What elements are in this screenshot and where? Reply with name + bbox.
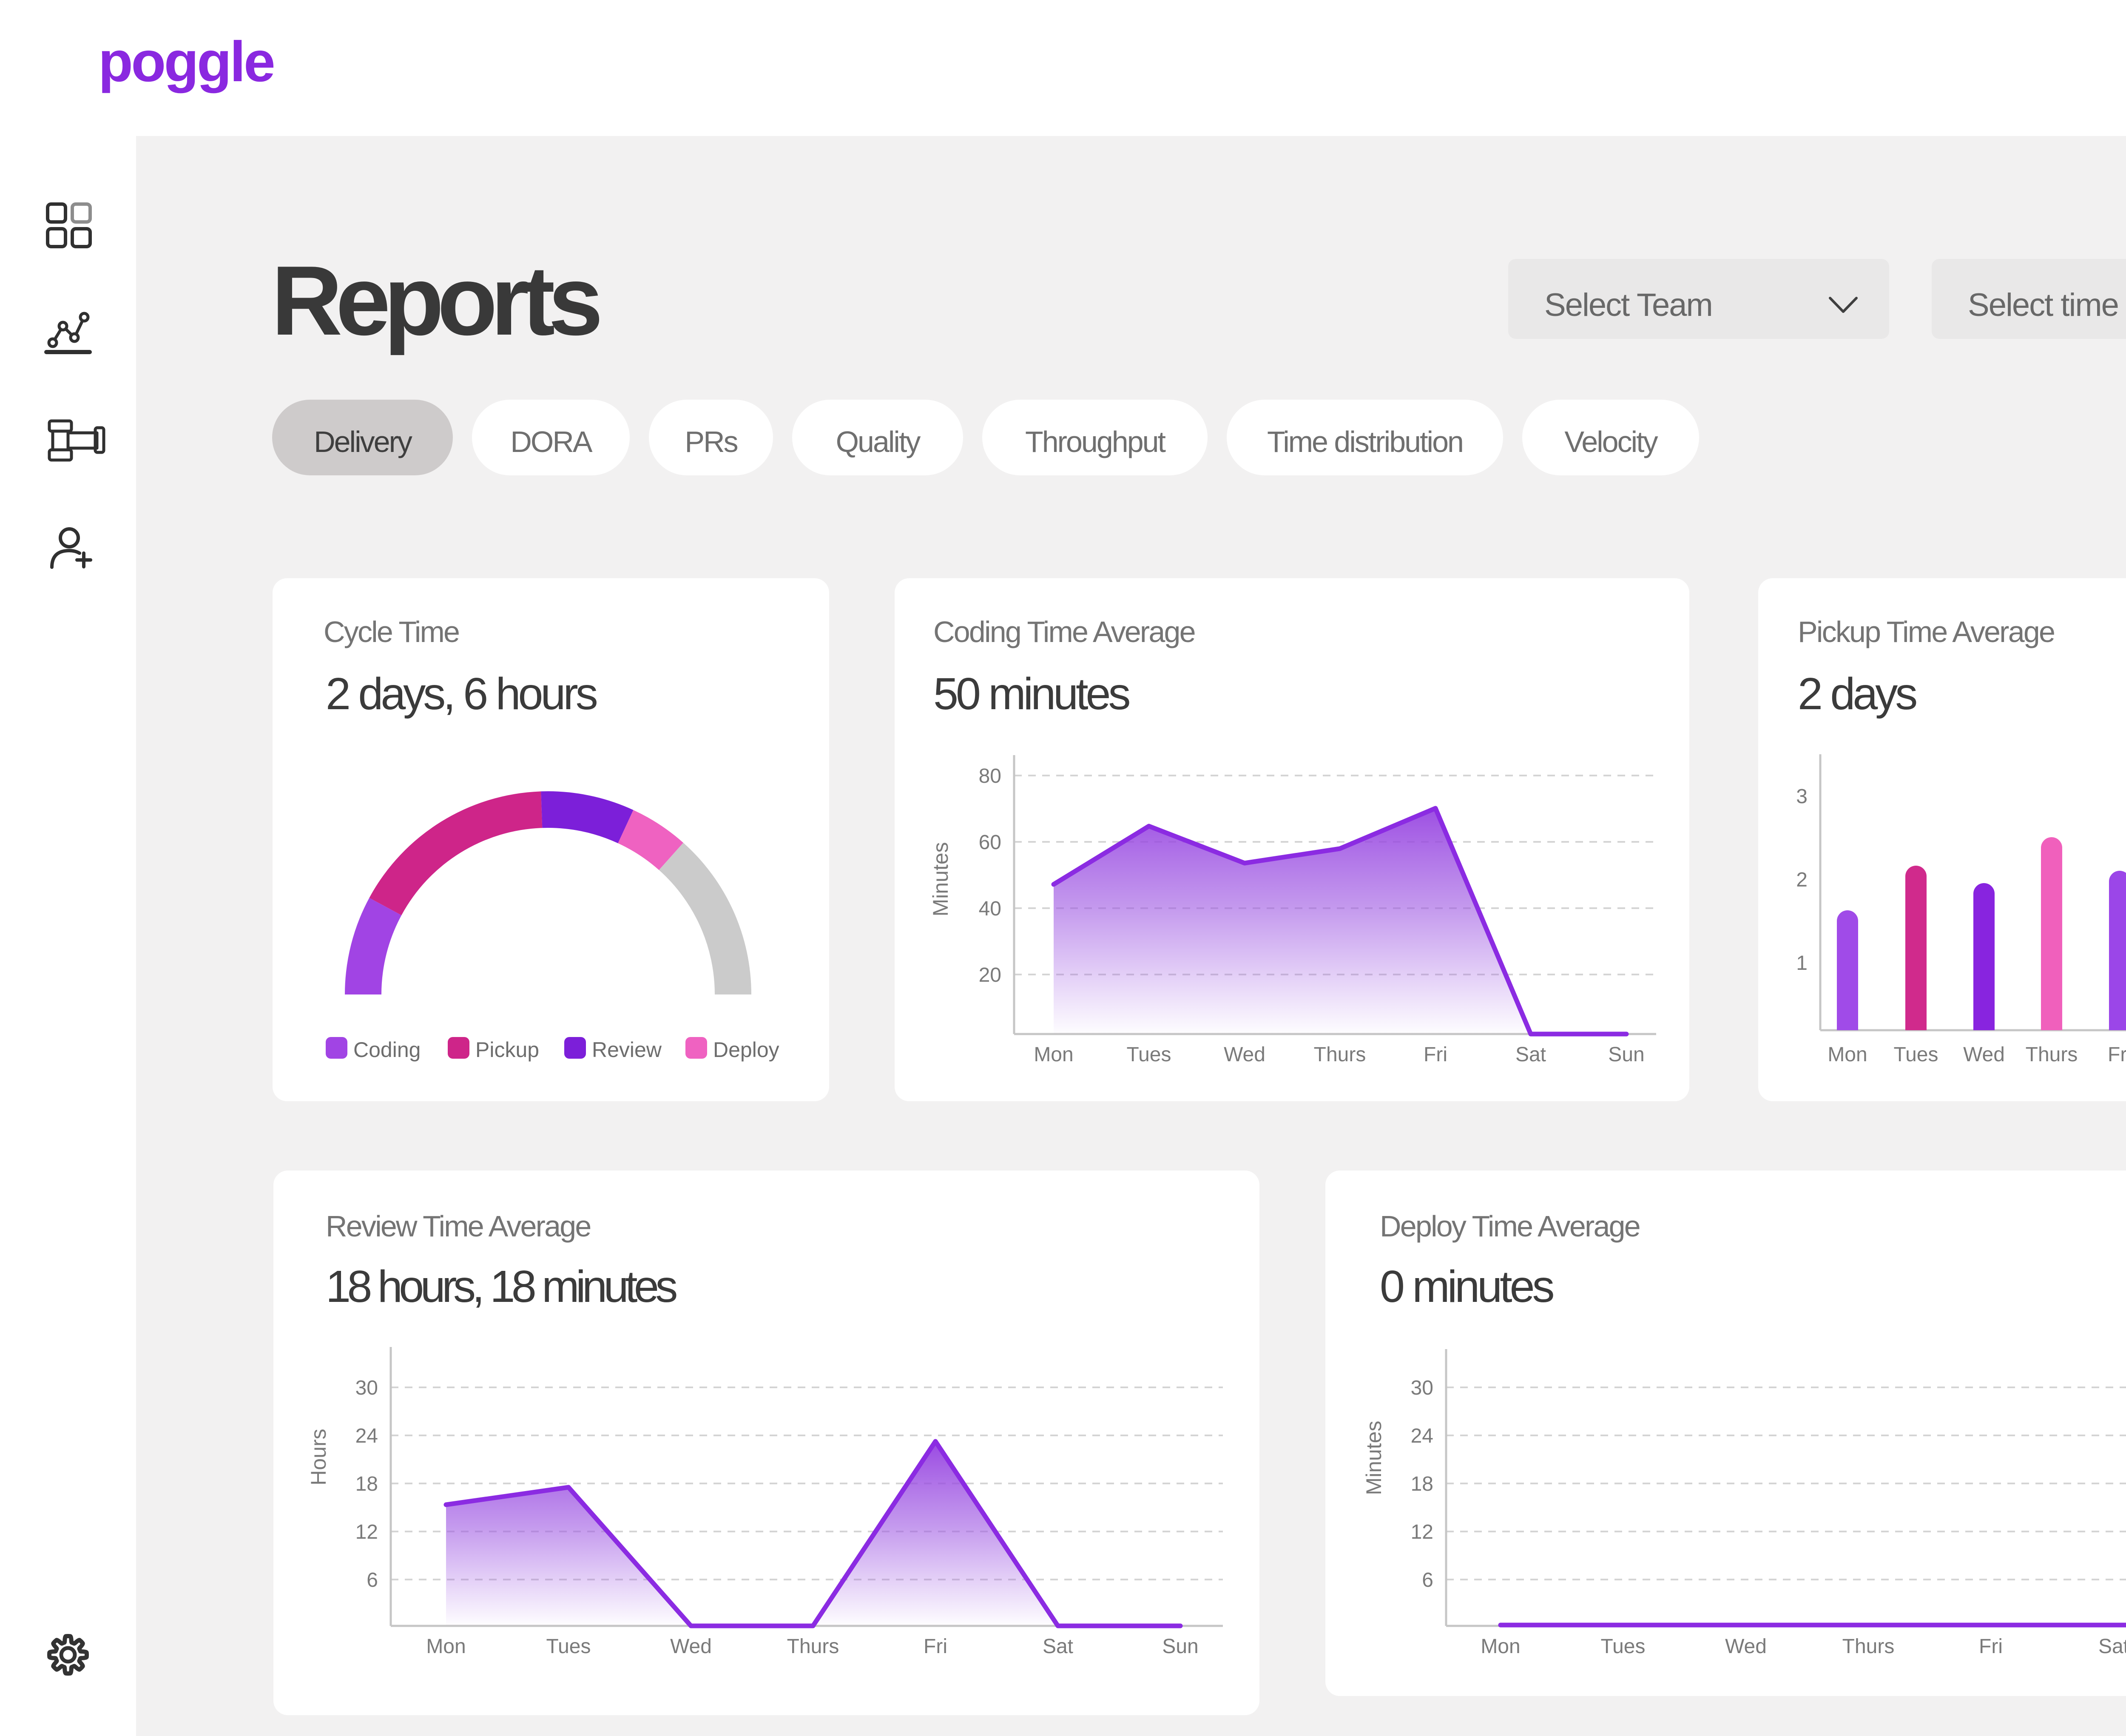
svg-text:80: 80 bbox=[979, 765, 1001, 787]
svg-text:Sat: Sat bbox=[2098, 1635, 2126, 1658]
svg-text:Wed: Wed bbox=[1963, 1043, 2005, 1066]
svg-text:Tues: Tues bbox=[1127, 1043, 1171, 1066]
svg-text:18: 18 bbox=[355, 1473, 378, 1495]
svg-text:24: 24 bbox=[355, 1425, 378, 1447]
svg-text:Minutes: Minutes bbox=[1362, 1421, 1386, 1495]
svg-text:Fri: Fri bbox=[1424, 1043, 1447, 1066]
svg-text:24: 24 bbox=[1411, 1425, 1433, 1447]
svg-text:30: 30 bbox=[1411, 1377, 1433, 1399]
svg-text:Mon: Mon bbox=[1481, 1635, 1520, 1658]
svg-text:30: 30 bbox=[355, 1377, 378, 1399]
svg-text:Sat: Sat bbox=[1043, 1635, 1073, 1658]
svg-text:40: 40 bbox=[979, 898, 1001, 920]
svg-text:Mon: Mon bbox=[1828, 1043, 1867, 1066]
svg-text:2: 2 bbox=[1796, 869, 1808, 891]
svg-text:Thurs: Thurs bbox=[1314, 1043, 1366, 1066]
svg-text:Mon: Mon bbox=[426, 1635, 466, 1658]
svg-text:18: 18 bbox=[1411, 1473, 1433, 1495]
svg-text:12: 12 bbox=[1411, 1521, 1433, 1543]
svg-text:Thurs: Thurs bbox=[1842, 1635, 1895, 1658]
svg-text:Wed: Wed bbox=[1725, 1635, 1767, 1658]
svg-text:Wed: Wed bbox=[1224, 1043, 1265, 1066]
svg-text:6: 6 bbox=[367, 1569, 378, 1591]
svg-text:Tues: Tues bbox=[546, 1635, 591, 1658]
svg-text:Sat: Sat bbox=[1515, 1043, 1546, 1066]
svg-text:60: 60 bbox=[979, 831, 1001, 854]
svg-text:12: 12 bbox=[355, 1521, 378, 1543]
svg-text:1: 1 bbox=[1796, 952, 1808, 975]
svg-text:6: 6 bbox=[1422, 1569, 1433, 1591]
svg-text:Tues: Tues bbox=[1894, 1043, 1938, 1066]
svg-text:Hours: Hours bbox=[307, 1429, 330, 1485]
svg-text:Sun: Sun bbox=[1608, 1043, 1644, 1066]
svg-text:Fri: Fri bbox=[2108, 1043, 2126, 1066]
svg-text:3: 3 bbox=[1796, 785, 1808, 808]
svg-text:Minutes: Minutes bbox=[929, 842, 952, 916]
svg-text:Thurs: Thurs bbox=[2026, 1043, 2078, 1066]
svg-text:Thurs: Thurs bbox=[787, 1635, 839, 1658]
svg-text:Mon: Mon bbox=[1034, 1043, 1073, 1066]
svg-text:Fri: Fri bbox=[924, 1635, 947, 1658]
svg-text:20: 20 bbox=[979, 964, 1001, 986]
svg-text:Wed: Wed bbox=[670, 1635, 712, 1658]
svg-text:Fri: Fri bbox=[1979, 1635, 2003, 1658]
svg-text:Sun: Sun bbox=[1162, 1635, 1198, 1658]
svg-text:Tues: Tues bbox=[1601, 1635, 1646, 1658]
